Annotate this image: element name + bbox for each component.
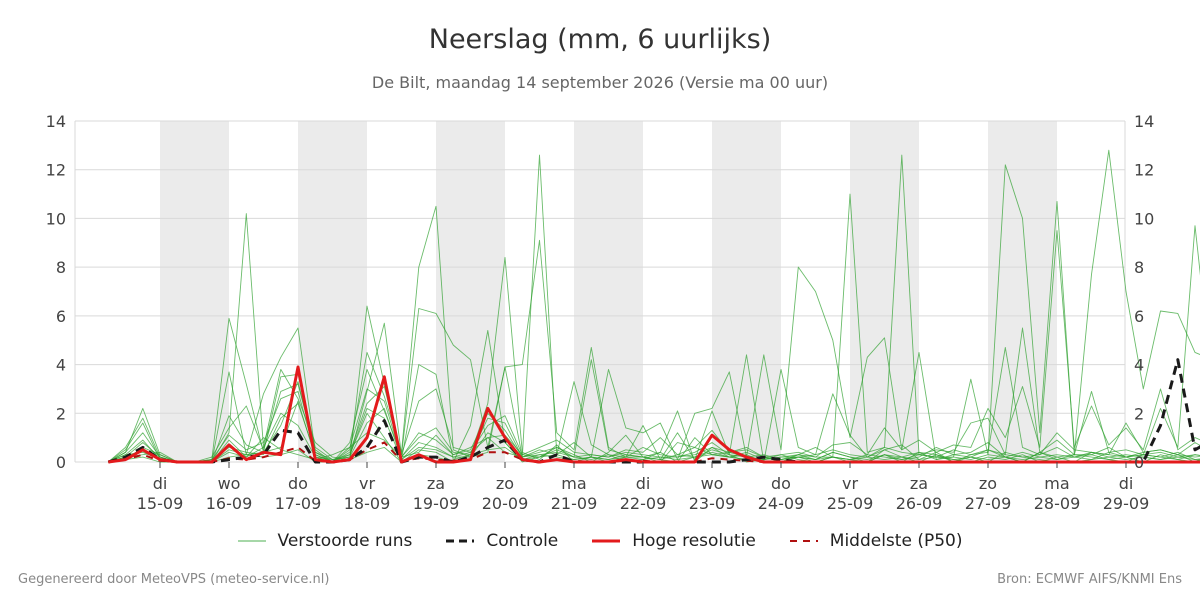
legend-label-median: Middelste (P50) xyxy=(829,531,963,551)
legend-label-high-res: Hoge resolutie xyxy=(632,531,756,551)
ytick-left-14: 14 xyxy=(46,112,66,131)
xtick-date-12: 27-09 xyxy=(965,494,1012,513)
shaded-band-3 xyxy=(574,121,643,462)
xtick-weekday-7: di xyxy=(636,474,651,493)
xtick-weekday-13: ma xyxy=(1044,474,1069,493)
chart-subtitle: De Bilt, maandag 14 september 2026 (Vers… xyxy=(371,73,829,92)
chart-title: Neerslag (mm, 6 uurlijks) xyxy=(428,24,772,55)
legend-item-ensemble[interactable]: Verstoorde runs xyxy=(237,531,413,551)
xtick-date-7: 22-09 xyxy=(620,494,667,513)
shaded-band-4 xyxy=(712,121,781,462)
legend: Verstoorde runs Controle Hoge resolutie … xyxy=(0,531,1200,551)
ytick-left-6: 6 xyxy=(56,307,66,326)
ytick-right-0: 0 xyxy=(1134,453,1144,472)
shaded-band-2 xyxy=(436,121,505,462)
shaded-band-0 xyxy=(160,121,229,462)
xtick-weekday-12: zo xyxy=(979,474,997,493)
high-res-line xyxy=(108,365,1200,464)
legend-swatch-ensemble xyxy=(237,540,266,542)
legend-label-ensemble: Verstoorde runs xyxy=(277,531,413,551)
legend-label-control: Controle xyxy=(486,531,559,551)
ytick-left-8: 8 xyxy=(56,258,66,277)
legend-item-median[interactable]: Middelste (P50) xyxy=(789,531,963,551)
xtick-date-5: 20-09 xyxy=(482,494,529,513)
xtick-date-1: 16-09 xyxy=(206,494,253,513)
shaded-band-5 xyxy=(850,121,919,462)
xtick-weekday-14: di xyxy=(1119,474,1134,493)
ensemble-member-line-8 xyxy=(108,407,1200,463)
xtick-date-4: 19-09 xyxy=(413,494,460,513)
ytick-left-2: 2 xyxy=(56,404,66,423)
ytick-right-12: 12 xyxy=(1134,161,1154,180)
legend-swatch-control xyxy=(446,539,475,543)
xtick-weekday-0: di xyxy=(153,474,168,493)
xtick-date-11: 26-09 xyxy=(896,494,943,513)
ytick-left-10: 10 xyxy=(46,209,66,228)
xtick-date-8: 23-09 xyxy=(689,494,736,513)
ytick-right-4: 4 xyxy=(1134,356,1144,375)
ytick-right-14: 14 xyxy=(1134,112,1154,131)
xtick-weekday-2: do xyxy=(288,474,308,493)
xtick-weekday-8: wo xyxy=(701,474,724,493)
footer-generator-credit: Gegenereerd door MeteoVPS (meteo-service… xyxy=(18,572,330,587)
ytick-left-12: 12 xyxy=(46,161,66,180)
xtick-weekday-1: wo xyxy=(218,474,241,493)
ytick-left-4: 4 xyxy=(56,356,66,375)
xtick-weekday-4: za xyxy=(427,474,445,493)
ytick-right-10: 10 xyxy=(1134,209,1154,228)
footer-source-credit: Bron: ECMWF AIFS/KNMI Ens xyxy=(997,572,1182,587)
xtick-date-6: 21-09 xyxy=(551,494,598,513)
xtick-weekday-5: zo xyxy=(496,474,514,493)
xtick-date-0: 15-09 xyxy=(137,494,184,513)
xtick-date-10: 25-09 xyxy=(827,494,874,513)
ytick-left-0: 0 xyxy=(56,453,66,472)
xtick-weekday-3: vr xyxy=(359,474,375,493)
ytick-right-2: 2 xyxy=(1134,404,1144,423)
legend-item-high-res[interactable]: Hoge resolutie xyxy=(592,531,756,551)
ytick-right-6: 6 xyxy=(1134,307,1144,326)
ensemble-member-line-7 xyxy=(108,347,1200,463)
legend-swatch-high-res xyxy=(592,539,621,543)
xtick-weekday-9: do xyxy=(771,474,791,493)
xtick-date-9: 24-09 xyxy=(758,494,805,513)
xtick-weekday-6: ma xyxy=(561,474,586,493)
xtick-date-2: 17-09 xyxy=(275,494,322,513)
xtick-weekday-10: vr xyxy=(842,474,858,493)
legend-item-control[interactable]: Controle xyxy=(446,531,558,551)
ytick-right-8: 8 xyxy=(1134,258,1144,277)
shaded-band-6 xyxy=(988,121,1057,462)
xtick-date-14: 29-09 xyxy=(1103,494,1150,513)
xtick-weekday-11: za xyxy=(910,474,928,493)
xtick-date-13: 28-09 xyxy=(1034,494,1081,513)
legend-swatch-median xyxy=(789,540,818,542)
xtick-date-3: 18-09 xyxy=(344,494,391,513)
